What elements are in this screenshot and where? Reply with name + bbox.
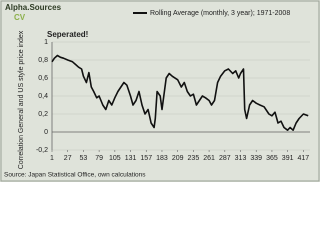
logo-sub: CV: [14, 13, 26, 22]
x-tick-label: 183: [156, 155, 168, 162]
chart: Alpha.Sources CV Seperated! Correlation …: [0, 0, 320, 182]
x-tick-label: 157: [140, 155, 152, 162]
x-tick-label: 53: [80, 155, 88, 162]
x-tick-label: 105: [109, 155, 121, 162]
legend-label: Rolling Average (monthly, 3 year); 1971-…: [150, 10, 290, 17]
y-tick-label: 1: [44, 39, 48, 46]
x-tick-label: 131: [125, 155, 137, 162]
x-tick-label: 79: [95, 155, 103, 162]
x-tick-label: 1: [50, 155, 54, 162]
x-tick-label: 27: [64, 155, 72, 162]
frame: [0, 0, 320, 182]
y-tick-label: -0,2: [36, 147, 48, 154]
y-tick-label: 0: [44, 129, 48, 136]
x-tick-label: 235: [188, 155, 200, 162]
x-tick-label: 391: [282, 155, 294, 162]
logo: Alpha.Sources: [5, 3, 62, 12]
x-tick-label: 365: [266, 155, 278, 162]
y-tick-label: 0,6: [38, 75, 48, 82]
y-tick-label: 0,2: [38, 111, 48, 118]
background: [0, 0, 320, 182]
x-tick-label: 313: [235, 155, 247, 162]
x-tick-label: 339: [250, 155, 262, 162]
x-tick-label: 417: [298, 155, 310, 162]
y-axis-label: Correlation General and US style price i…: [18, 30, 25, 169]
line: [51, 54, 309, 131]
x-tick-label: 261: [203, 155, 215, 162]
source: Source: Japan Statistical Office, own ca…: [4, 172, 146, 179]
x-tick-label: 287: [219, 155, 231, 162]
annotation: Seperated!: [47, 30, 88, 39]
y-tick-label: 0,8: [38, 57, 48, 64]
x-tick-label: 209: [172, 155, 184, 162]
y-tick-label: 0,4: [38, 93, 48, 100]
